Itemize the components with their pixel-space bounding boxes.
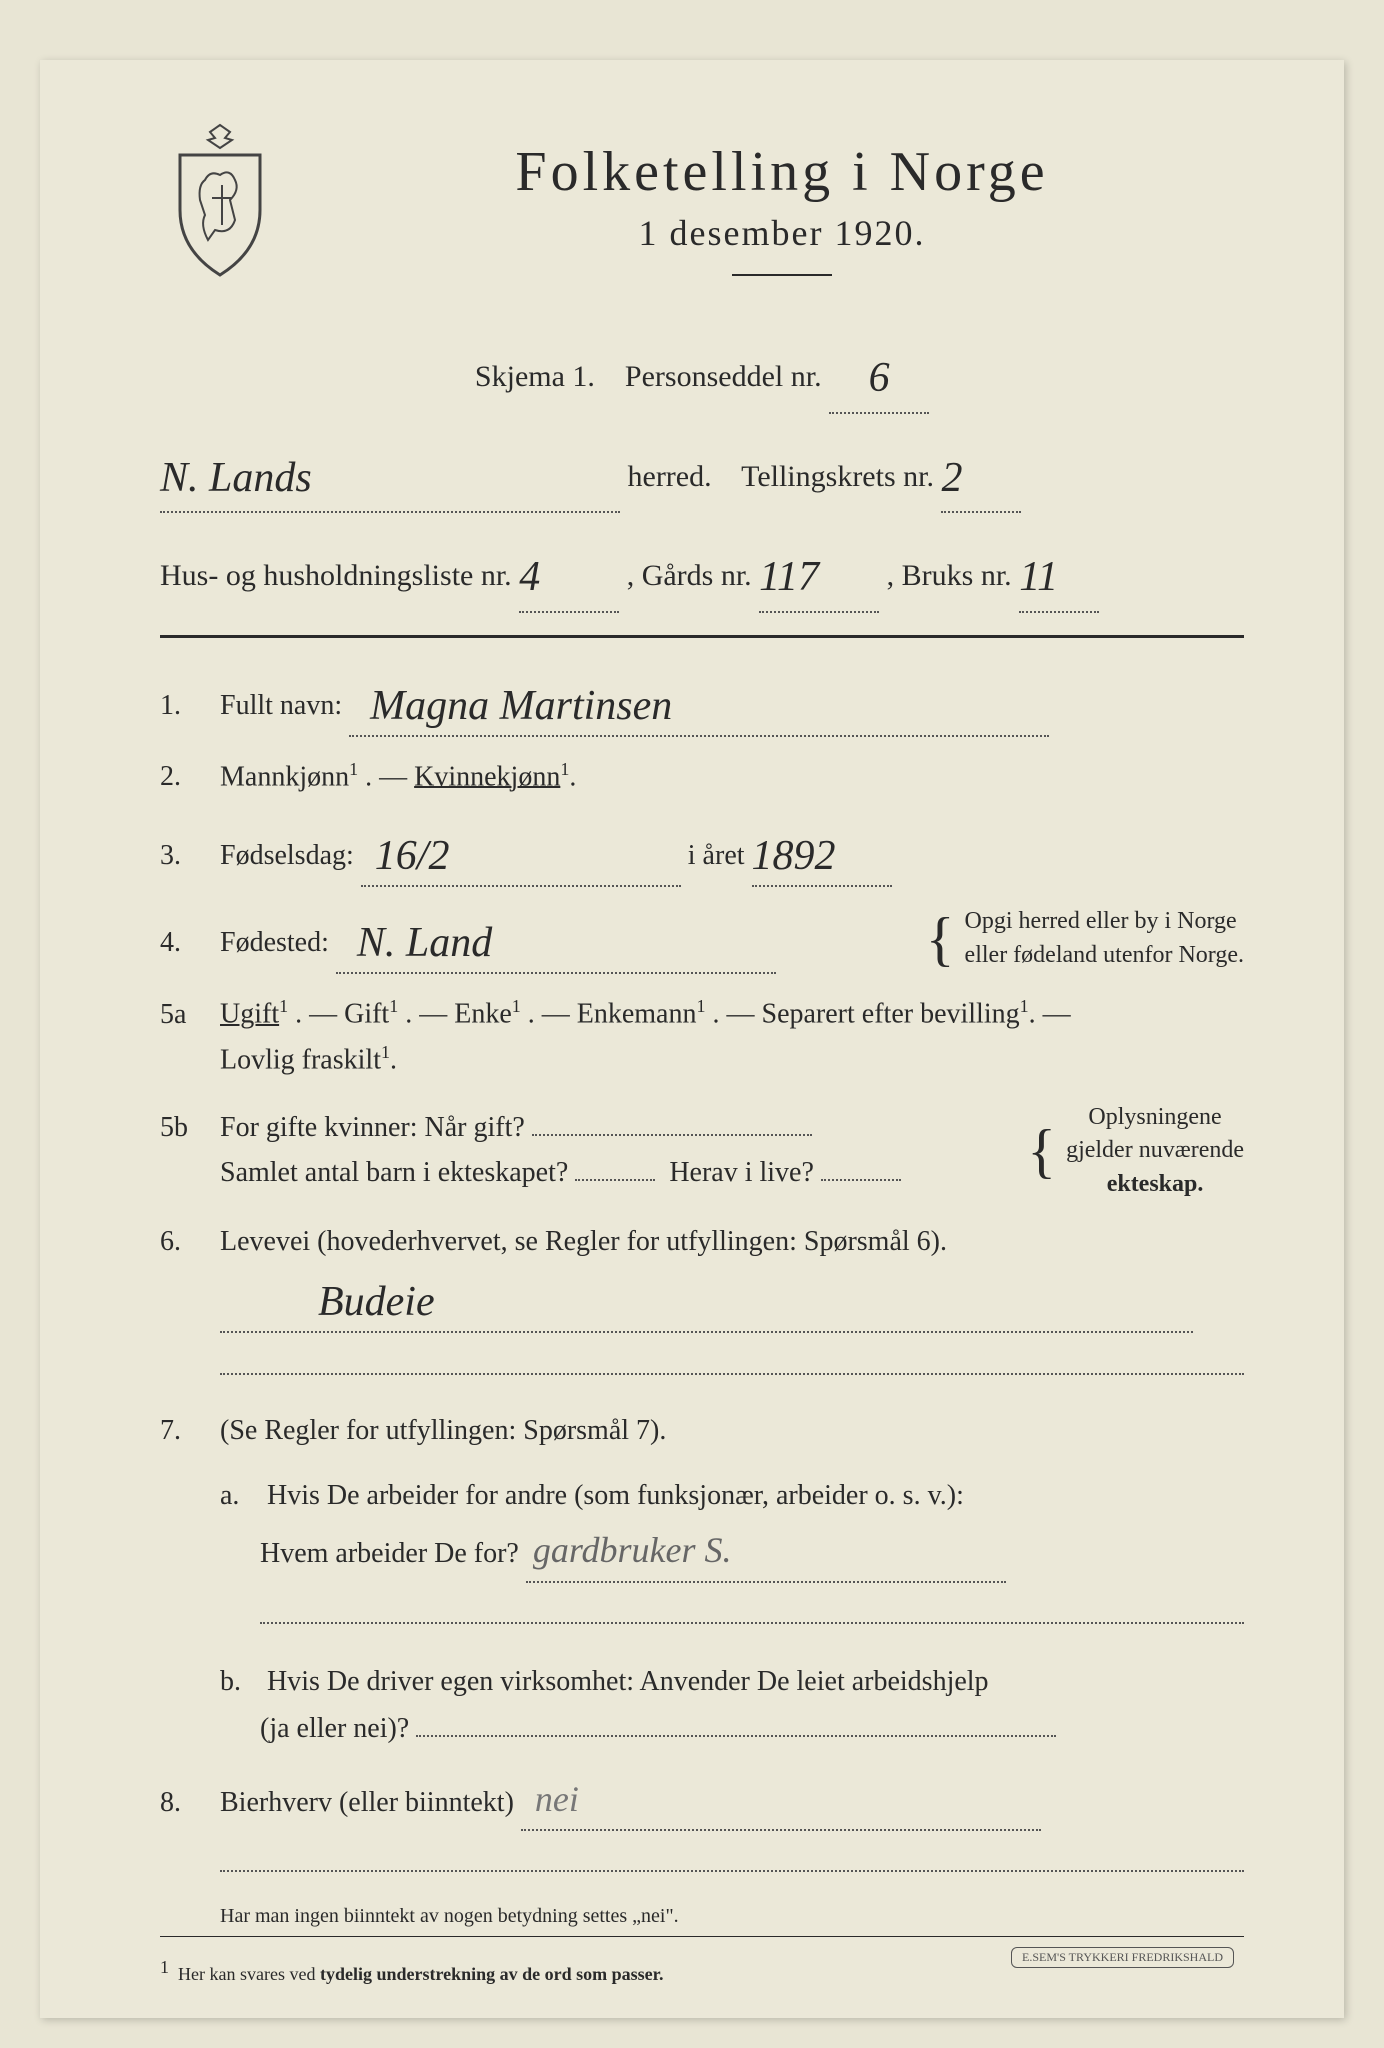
- q2-num: 2.: [160, 755, 220, 800]
- q8-value: nei: [535, 1779, 579, 1819]
- divider-2: [160, 1936, 1244, 1937]
- q3-year: 1892: [752, 833, 836, 879]
- q5a-enkemann: Enkemann: [577, 999, 697, 1030]
- herred-name: N. Lands: [160, 455, 312, 501]
- q8-row: 8. Bierhverv (eller biinntekt) nei: [160, 1771, 1244, 1887]
- hus-label: Hus- og husholdningsliste nr.: [160, 559, 512, 592]
- q8-label: Bierhverv (eller biinntekt): [220, 1787, 514, 1818]
- q5a-ugift: Ugift: [220, 999, 279, 1030]
- scanned-page: Folketelling i Norge 1 desember 1920. Sk…: [0, 0, 1384, 2048]
- q5a-enke: Enke: [454, 999, 512, 1030]
- q5b-note3: ekteskap.: [1107, 1171, 1204, 1197]
- q7-num: 7.: [160, 1409, 220, 1454]
- q5b-line2a: Samlet antal barn i ekteskapet?: [220, 1157, 568, 1188]
- hus-nr: 4: [519, 554, 540, 600]
- q7a-text2: Hvem arbeider De for?: [260, 1538, 519, 1569]
- q5b-row: 5b For gifte kvinner: Når gift? Samlet a…: [160, 1101, 1244, 1202]
- q5b-line2b: Herav i live?: [669, 1157, 814, 1188]
- q5b-num: 5b: [160, 1106, 220, 1151]
- skjema-line: Skjema 1. Personseddel nr. 6: [160, 336, 1244, 414]
- q5a-separert: Separert efter bevilling: [762, 999, 1020, 1030]
- q2-male: Mannkjønn: [220, 761, 349, 792]
- document-inner: Folketelling i Norge 1 desember 1920. Sk…: [40, 60, 1344, 2018]
- q1-label: Fullt navn:: [220, 690, 342, 721]
- q3-year-label: i året: [688, 840, 745, 871]
- q7a-letter: a.: [220, 1472, 260, 1520]
- q1-value: Magna Martinsen: [370, 683, 672, 729]
- q2-female: Kvinnekjønn: [414, 761, 560, 792]
- q5a-row: 5a Ugift1 . — Gift1 . — Enke1 . — Enkema…: [160, 992, 1244, 1082]
- q8-num: 8.: [160, 1781, 220, 1826]
- q7-row: 7. (Se Regler for utfyllingen: Spørsmål …: [160, 1409, 1244, 1454]
- q1-row: 1. Fullt navn: Magna Martinsen: [160, 668, 1244, 737]
- q5b-note-block: { Oplysningene gjelder nuværende ekteska…: [1017, 1101, 1244, 1202]
- person-nr-value: 6: [869, 355, 890, 401]
- q7b-block: b. Hvis De driver egen virksomhet: Anven…: [220, 1658, 1244, 1753]
- q3-row: 3. Fødselsdag: 16/2 i året 1892: [160, 818, 1244, 887]
- q6-num: 6.: [160, 1220, 220, 1265]
- person-label: Personseddel nr.: [625, 360, 822, 393]
- q4-note1: Opgi herred eller by i Norge: [965, 905, 1244, 939]
- footnote-num: 1: [160, 1957, 169, 1977]
- q4-label: Fødested:: [220, 927, 329, 958]
- herred-label: herred.: [628, 460, 712, 493]
- q3-num: 3.: [160, 834, 220, 879]
- q1-num: 1.: [160, 684, 220, 729]
- q3-day: 16/2: [375, 833, 450, 879]
- bruks-label: , Bruks nr.: [887, 559, 1012, 592]
- q7b-text2: (ja eller nei)?: [260, 1713, 409, 1744]
- document-header: Folketelling i Norge 1 desember 1920.: [160, 140, 1244, 306]
- title-block: Folketelling i Norge 1 desember 1920.: [320, 140, 1244, 306]
- q5a-num: 5a: [160, 993, 220, 1038]
- norway-crest-icon: [160, 120, 280, 280]
- krets-label: Tellingskrets nr.: [741, 460, 934, 493]
- q7a-value: gardbruker S.: [533, 1530, 732, 1570]
- divider-1: [160, 635, 1244, 638]
- skjema-label: Skjema 1.: [475, 360, 595, 393]
- q4-num: 4.: [160, 921, 220, 966]
- hus-line: Hus- og husholdningsliste nr. 4 , Gårds …: [160, 535, 1244, 613]
- q4-row: 4. Fødested: N. Land { Opgi herred eller…: [160, 905, 1244, 974]
- printer-stamp: E.SEM'S TRYKKERI FREDRIKSHALD: [1011, 1947, 1234, 1968]
- herred-line: N. Lands herred. Tellingskrets nr. 2: [160, 436, 1244, 514]
- q4-note2: eller fødeland utenfor Norge.: [965, 939, 1244, 973]
- q4-note-block: { Opgi herred eller by i Norge eller fød…: [916, 905, 1244, 972]
- q5b-note1: Oplysningene: [1066, 1101, 1244, 1135]
- q5a-fraskilt: Lovlig fraskilt: [220, 1044, 381, 1075]
- title-main: Folketelling i Norge: [320, 140, 1244, 204]
- brace-icon: {: [926, 915, 955, 963]
- q7-label: (Se Regler for utfyllingen: Spørsmål 7).: [220, 1415, 666, 1446]
- title-date: 1 desember 1920.: [320, 212, 1244, 254]
- gards-label: , Gårds nr.: [627, 559, 752, 592]
- q7b-text1: Hvis De driver egen virksomhet: Anvender…: [267, 1666, 989, 1697]
- title-divider: [732, 274, 832, 276]
- q2-sep: . —: [365, 761, 414, 792]
- q4-value: N. Land: [357, 920, 492, 966]
- brace-icon-2: {: [1027, 1127, 1056, 1175]
- q7b-letter: b.: [220, 1658, 260, 1706]
- footer-note: Har man ingen biinntekt av nogen betydni…: [220, 1905, 1244, 1928]
- bruks-nr: 11: [1019, 554, 1058, 600]
- q6-row: 6. Levevei (hovederhvervet, se Regler fo…: [160, 1220, 1244, 1390]
- q3-label: Fødselsdag:: [220, 840, 354, 871]
- q5a-gift: Gift: [344, 999, 389, 1030]
- krets-nr: 2: [941, 455, 962, 501]
- q5b-line1: For gifte kvinner: Når gift?: [220, 1112, 525, 1143]
- gards-nr: 117: [759, 554, 819, 600]
- q2-row: 2. Mannkjønn1 . — Kvinnekjønn1.: [160, 755, 1244, 800]
- q7a-text1: Hvis De arbeider for andre (som funksjon…: [267, 1480, 964, 1511]
- q6-label: Levevei (hovederhvervet, se Regler for u…: [220, 1226, 947, 1257]
- q7a-block: a. Hvis De arbeider for andre (som funks…: [220, 1472, 1244, 1640]
- q6-value: Budeie: [318, 1279, 435, 1325]
